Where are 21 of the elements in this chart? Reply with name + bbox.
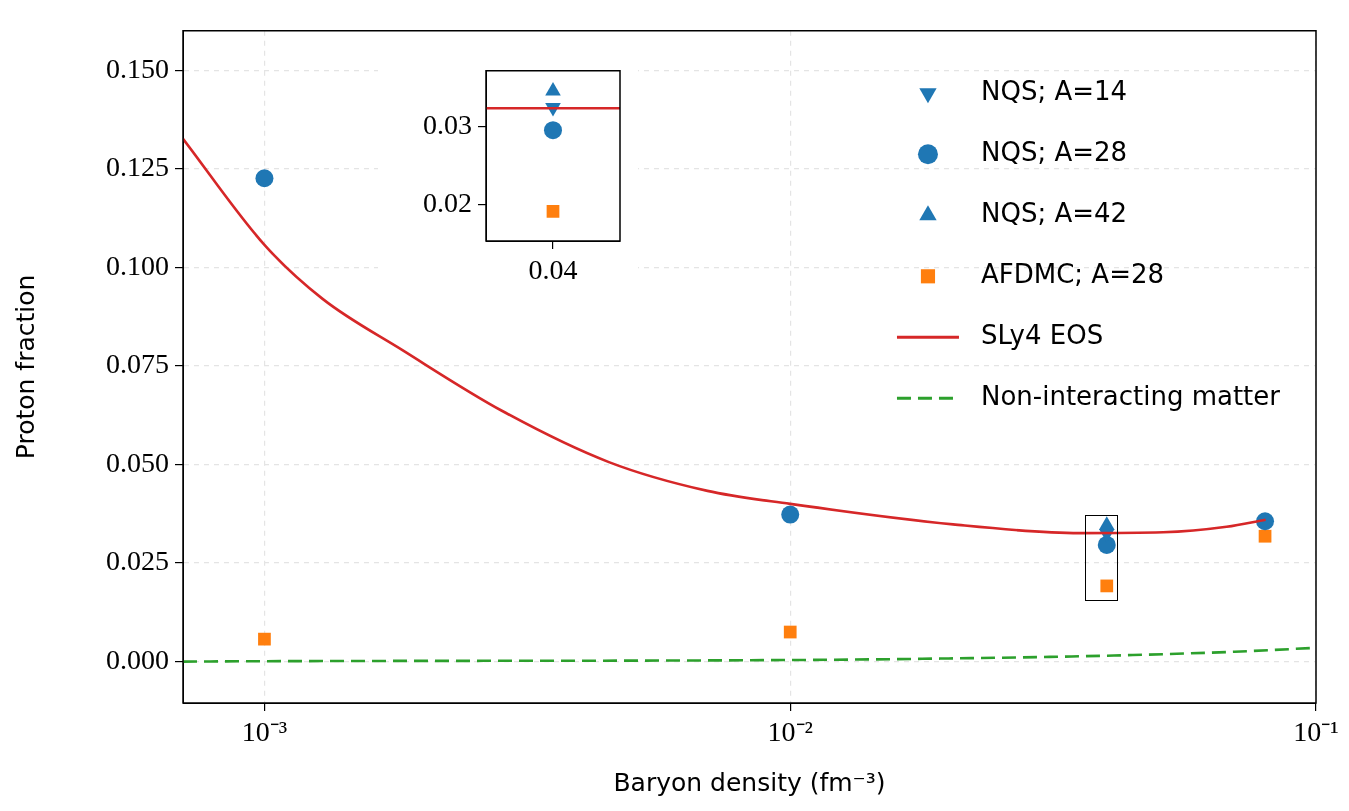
legend-label: NQS; A=28	[980, 137, 1128, 168]
y-tick-label: 0.000	[106, 643, 169, 675]
x-tick-label: 10⁻¹	[1293, 716, 1339, 748]
y-tick-label: 0.03	[423, 109, 472, 141]
y-tick-label: 0.050	[106, 446, 169, 478]
y-axis-title: Proton fraction	[10, 274, 40, 460]
legend-label: Non-interacting matter	[980, 381, 1281, 412]
legend-label: SLy4 EOS	[980, 320, 1104, 351]
x-axis-title: Baryon density (fm⁻³)	[613, 767, 886, 797]
legend-label: NQS; A=42	[980, 198, 1128, 229]
y-tick-label: 0.02	[423, 187, 472, 219]
x-tick-label: 10⁻³	[241, 716, 288, 748]
y-tick-label: 0.025	[106, 545, 169, 577]
y-tick-label: 0.150	[106, 52, 169, 84]
x-tick-label: 10⁻²	[767, 716, 813, 748]
y-tick-label: 0.125	[106, 151, 169, 183]
y-tick-label: 0.100	[106, 249, 169, 281]
y-tick-label: 0.075	[106, 348, 169, 380]
x-tick-label: 0.04	[528, 254, 578, 286]
legend-label: NQS; A=14	[980, 76, 1128, 107]
legend-label: AFDMC; A=28	[980, 259, 1165, 290]
